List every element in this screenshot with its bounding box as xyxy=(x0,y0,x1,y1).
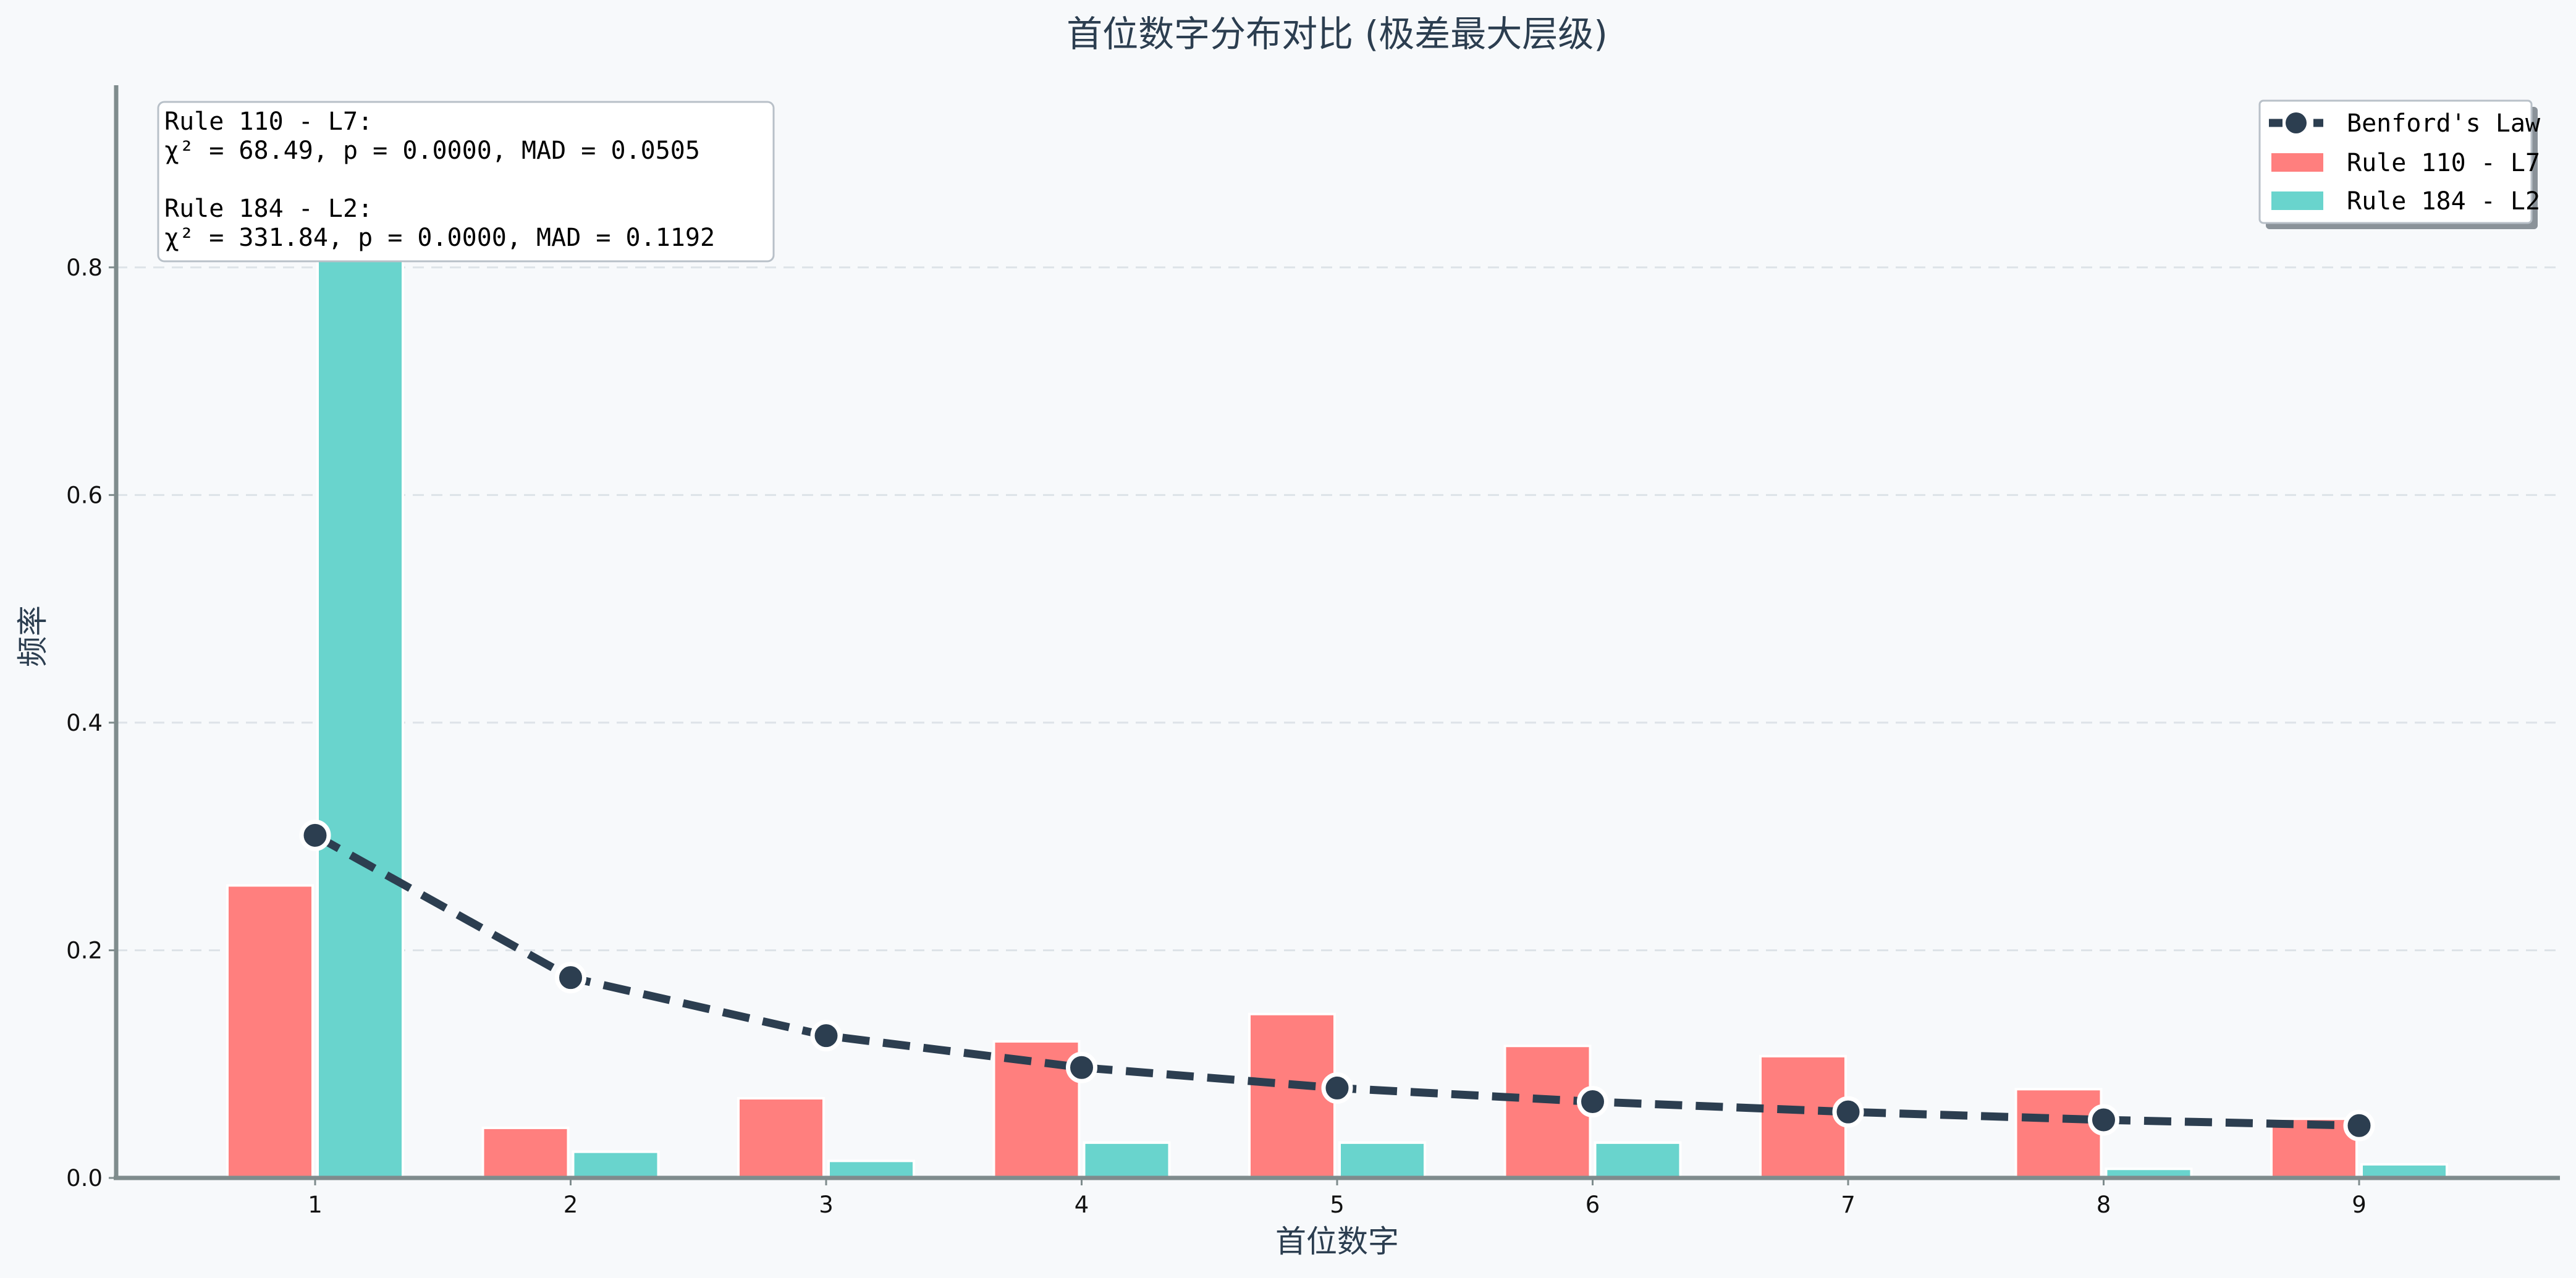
stats-line-3: Rule 184 - L2: xyxy=(164,195,373,223)
bar-rule-110-8 xyxy=(2014,1088,2103,1180)
stats-line-0: Rule 110 - L7: xyxy=(164,107,373,136)
legend-frame xyxy=(2258,99,2533,224)
legend-swatch-benford-marker xyxy=(2286,112,2307,133)
chart-title: 首位数字分布对比 (极差最大层级) xyxy=(1066,13,1608,55)
y-tick-label-0: 0.0 xyxy=(66,1165,103,1192)
bar-rule-110-6 xyxy=(1503,1045,1592,1180)
x-tick-label-8: 8 xyxy=(2097,1192,2111,1218)
x-tick-label-6: 6 xyxy=(1586,1192,1600,1218)
bars-rule-110 xyxy=(226,884,2358,1180)
x-tick-label-4: 4 xyxy=(1075,1192,1089,1218)
x-tick-label-7: 7 xyxy=(1841,1192,1856,1218)
stats-box-frame xyxy=(157,101,775,263)
benford-point-1 xyxy=(299,819,331,851)
bar-rule-184-2 xyxy=(572,1150,660,1179)
benford-point-7 xyxy=(1832,1096,1864,1128)
benford-point-6 xyxy=(1577,1086,1608,1118)
legend: Benford's Law Rule 110 - L7 Rule 184 - L2 xyxy=(2258,99,2541,229)
legend-swatch-rule-110 xyxy=(2271,153,2323,172)
x-tick-label-5: 5 xyxy=(1330,1192,1345,1218)
y-tick-label-3: 0.6 xyxy=(66,482,103,508)
benford-point-2 xyxy=(555,962,586,994)
x-axis-title: 首位数字 xyxy=(1275,1224,1399,1259)
y-tick-label-1: 0.2 xyxy=(66,937,103,964)
bar-rule-110-7 xyxy=(1759,1054,1847,1179)
benford-point-9 xyxy=(2343,1109,2375,1141)
legend-label-benford: Benford's Law xyxy=(2347,109,2541,138)
x-tick-label-3: 3 xyxy=(819,1192,834,1218)
x-tick-label-1: 1 xyxy=(308,1192,323,1218)
x-tick-label-2: 2 xyxy=(564,1192,578,1218)
bar-rule-110-9 xyxy=(2270,1117,2358,1180)
y-axis-title: 频率 xyxy=(15,605,51,667)
benford-point-8 xyxy=(2088,1104,2119,1136)
bar-rule-110-2 xyxy=(481,1126,570,1179)
legend-swatch-rule-184 xyxy=(2271,191,2323,210)
bar-rule-184-4 xyxy=(1083,1141,1171,1180)
bar-rule-184-1 xyxy=(316,225,404,1179)
x-axis-ticks: 1 2 3 4 5 6 7 8 9 xyxy=(308,1178,2367,1218)
stats-annotation-box: Rule 110 - L7: χ² = 68.49, p = 0.0000, M… xyxy=(157,101,775,263)
benford-point-4 xyxy=(1066,1051,1097,1083)
bar-rule-184-6 xyxy=(1594,1141,1682,1180)
legend-label-rule-110: Rule 110 - L7 xyxy=(2347,149,2540,177)
benford-line-series xyxy=(299,819,2375,1141)
y-tick-label-2: 0.4 xyxy=(66,710,103,736)
benford-point-5 xyxy=(1321,1072,1353,1104)
y-tick-label-4: 0.8 xyxy=(66,254,103,281)
stats-line-1: χ² = 68.49, p = 0.0000, MAD = 0.0505 xyxy=(164,137,700,165)
bars-rule-184 xyxy=(316,225,2448,1180)
bar-rule-110-3 xyxy=(737,1097,825,1179)
bar-rule-184-3 xyxy=(827,1159,915,1179)
benford-point-3 xyxy=(810,1020,842,1052)
bar-rule-184-5 xyxy=(1338,1141,1426,1180)
bar-rule-110-1 xyxy=(226,884,314,1179)
legend-label-rule-184: Rule 184 - L2 xyxy=(2347,187,2540,216)
stats-line-4: χ² = 331.84, p = 0.0000, MAD = 0.1192 xyxy=(164,224,715,252)
x-tick-label-9: 9 xyxy=(2352,1192,2367,1218)
bar-rule-110-5 xyxy=(1248,1012,1336,1180)
y-axis-ticks: 0.0 0.2 0.4 0.6 0.8 xyxy=(66,254,116,1192)
